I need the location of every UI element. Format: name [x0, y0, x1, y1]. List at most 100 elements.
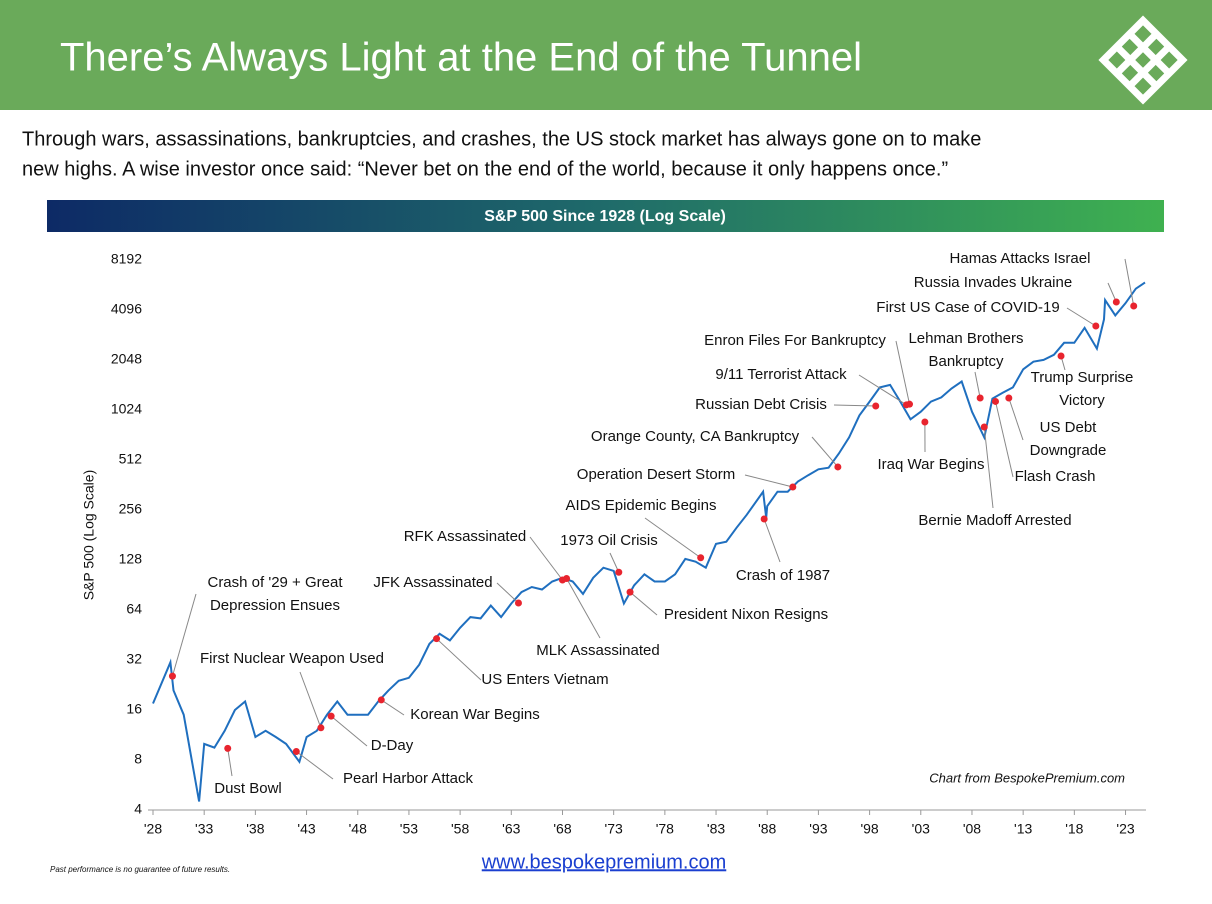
event-label: Crash of '29 + Great	[207, 574, 343, 591]
leader-line	[974, 371, 981, 399]
event-label: RFK Assassinated	[404, 528, 527, 545]
leader-line	[609, 552, 620, 573]
leader-line	[995, 401, 1014, 478]
event-marker	[789, 483, 797, 491]
event-label: Hamas Attacks Israel	[950, 250, 1091, 267]
event-label: D-Day	[371, 737, 414, 754]
event-marker	[1112, 298, 1120, 306]
x-tick-label: '58	[451, 821, 469, 837]
chart-title: S&P 500 Since 1928 (Log Scale)	[484, 208, 726, 225]
y-tick-label: 256	[119, 501, 143, 517]
event-label: Depression Ensues	[210, 597, 340, 614]
event-marker	[1130, 302, 1138, 310]
y-tick-label: 1024	[111, 401, 142, 417]
x-tick-label: '83	[707, 821, 725, 837]
event-label: Operation Desert Storm	[577, 466, 735, 483]
y-axis-label: S&P 500 (Log Scale)	[81, 470, 97, 601]
event-label: First US Case of COVID-19	[876, 299, 1059, 316]
y-tick-label: 512	[119, 451, 143, 467]
event-label: President Nixon Resigns	[664, 606, 828, 623]
event-marker	[377, 696, 385, 704]
event-label: Iraq War Begins	[878, 456, 985, 473]
leader-line	[529, 536, 563, 581]
event-label: US Debt	[1040, 419, 1098, 436]
y-tick-label: 4096	[111, 301, 142, 317]
x-tick-label: '78	[656, 821, 674, 837]
event-marker	[563, 575, 571, 583]
event-label: Victory	[1059, 392, 1105, 409]
y-tick-label: 64	[126, 601, 142, 617]
subtitle-line: new highs. A wise investor once said: “N…	[22, 158, 948, 180]
event-label: Korean War Begins	[410, 706, 540, 723]
event-marker	[168, 672, 176, 680]
leader-line	[381, 699, 405, 716]
leader-line	[763, 518, 781, 563]
leader-line	[811, 436, 839, 468]
leader-line	[299, 671, 322, 728]
event-label: Dust Bowl	[214, 780, 282, 797]
leader-line	[644, 517, 701, 559]
leader-line	[1008, 397, 1024, 441]
x-tick-label: '88	[758, 821, 776, 837]
event-label: Lehman Brothers	[908, 330, 1023, 347]
x-tick-label: '73	[605, 821, 623, 837]
url-link[interactable]: www.bespokepremium.com	[481, 851, 727, 873]
y-tick-label: 8192	[111, 251, 142, 267]
leader-line	[436, 638, 482, 681]
y-tick-label: 8	[134, 751, 142, 767]
event-label: Bernie Madoff Arrested	[918, 512, 1071, 529]
x-tick-label: '33	[195, 821, 213, 837]
event-label: Orange County, CA Bankruptcy	[591, 428, 800, 445]
x-tick-label: '23	[1116, 821, 1134, 837]
event-marker	[872, 402, 880, 410]
x-tick-label: '43	[297, 821, 315, 837]
event-label: Russia Invades Ukraine	[914, 274, 1072, 291]
event-label: Pearl Harbor Attack	[343, 770, 474, 787]
x-tick-label: '93	[809, 821, 827, 837]
leader-line	[983, 426, 994, 509]
event-marker	[615, 568, 623, 576]
event-label: Russian Debt Crisis	[695, 396, 827, 413]
x-tick-label: '18	[1065, 821, 1083, 837]
event-marker	[760, 515, 768, 523]
x-tick-label: '98	[860, 821, 878, 837]
event-label: Bankruptcy	[928, 353, 1004, 370]
event-label: JFK Assassinated	[373, 574, 492, 591]
leader-line	[227, 748, 233, 777]
event-label: Trump Surprise	[1031, 369, 1134, 386]
event-marker	[292, 748, 300, 756]
event-marker	[1057, 352, 1065, 360]
leader-line	[171, 593, 197, 677]
subtitle-line: Through wars, assassinations, bankruptci…	[22, 128, 981, 150]
leader-line	[895, 340, 911, 405]
event-label: Crash of 1987	[736, 567, 830, 584]
event-label: Flash Crash	[1015, 468, 1096, 485]
x-tick-label: '08	[963, 821, 981, 837]
leader-line	[1066, 307, 1097, 327]
y-tick-label: 2048	[111, 351, 142, 367]
x-tick-label: '13	[1014, 821, 1032, 837]
event-marker	[1092, 322, 1100, 330]
event-marker	[921, 418, 929, 426]
y-tick-label: 4	[134, 801, 142, 817]
chart-title-band	[47, 200, 1164, 232]
title: There’s Always Light at the End of the T…	[60, 36, 862, 80]
event-marker	[1005, 394, 1013, 402]
x-tick-label: '38	[246, 821, 264, 837]
event-marker	[433, 635, 441, 643]
leader-line	[833, 404, 876, 407]
logo	[1098, 15, 1188, 105]
event-label: Downgrade	[1030, 442, 1107, 459]
event-marker	[697, 554, 705, 562]
event-label: 1973 Oil Crisis	[560, 532, 658, 549]
price-line	[152, 281, 1146, 802]
event-label: 9/11 Terrorist Attack	[715, 366, 847, 383]
y-tick-label: 32	[126, 651, 142, 667]
leader-line	[744, 474, 793, 488]
event-marker	[992, 397, 1000, 405]
leader-line	[566, 578, 601, 639]
leader-line	[629, 591, 658, 616]
x-tick-label: '03	[912, 821, 930, 837]
y-tick-label: 128	[119, 551, 143, 567]
leader-line	[296, 751, 334, 780]
